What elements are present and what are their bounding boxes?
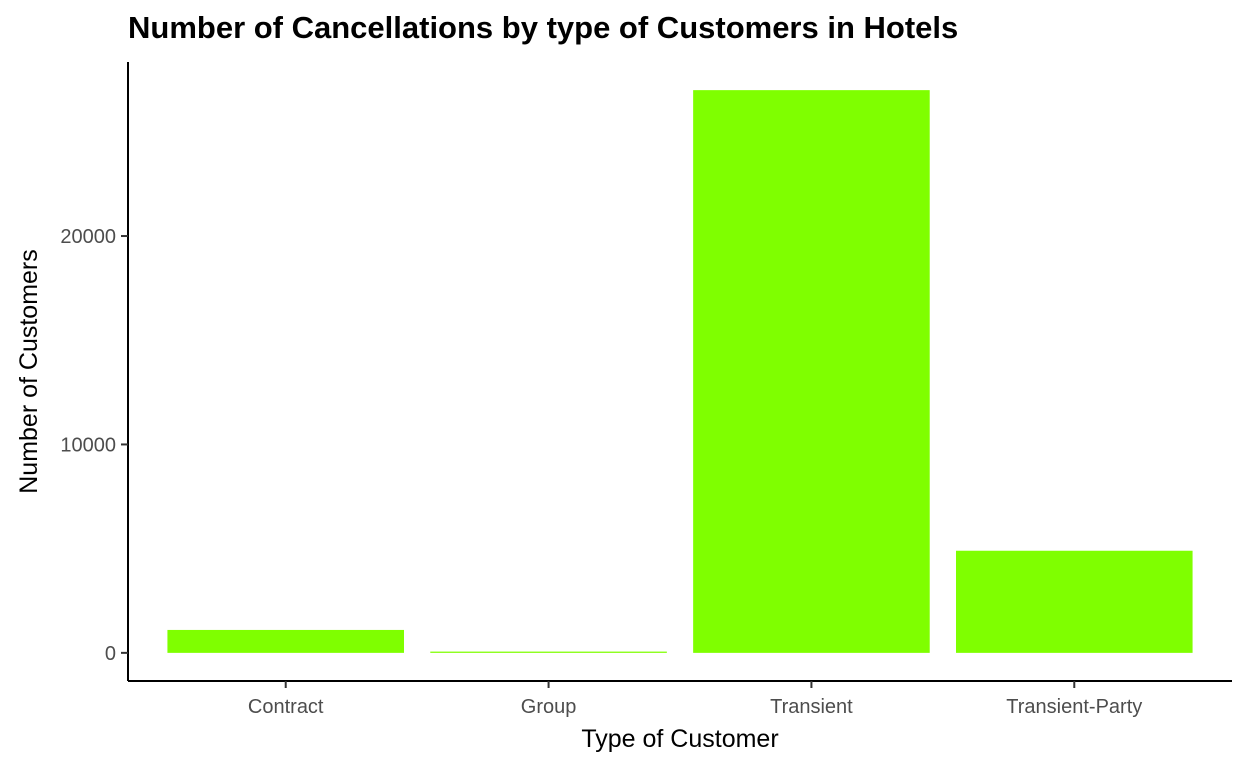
y-tick-label: 20000 bbox=[60, 226, 116, 248]
x-tick-label: Transient bbox=[770, 696, 853, 718]
y-tick-label: 0 bbox=[105, 643, 116, 665]
y-axis-title: Number of Customers bbox=[15, 249, 43, 494]
x-axis-title: Type of Customer bbox=[581, 725, 778, 753]
bar-transient bbox=[693, 90, 930, 653]
x-tick-label: Transient-Party bbox=[1006, 696, 1142, 718]
x-tick-label: Group bbox=[521, 696, 577, 718]
x-ticks-group: Contract Group Transient Transient-Party bbox=[248, 681, 1142, 718]
bar-contract bbox=[167, 629, 404, 653]
x-tick-label: Contract bbox=[248, 696, 324, 718]
bar-group bbox=[430, 651, 667, 653]
bar-transient-party bbox=[956, 550, 1193, 653]
chart-title: Number of Cancellations by type of Custo… bbox=[128, 10, 959, 45]
bars-group bbox=[167, 90, 1193, 653]
y-tick-label: 10000 bbox=[60, 434, 116, 456]
y-ticks-group: 0 10000 20000 bbox=[60, 226, 128, 665]
